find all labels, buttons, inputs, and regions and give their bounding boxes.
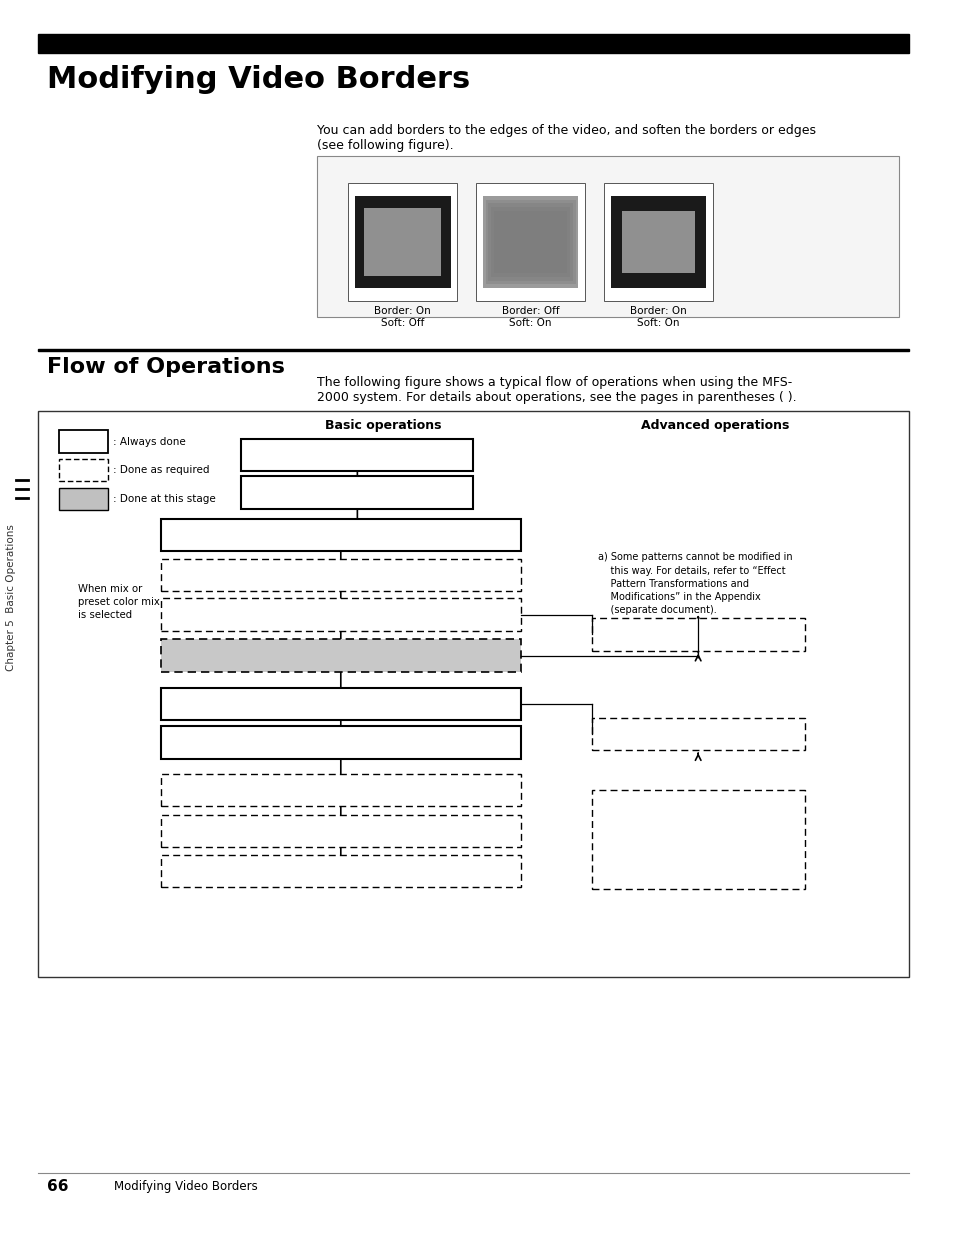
Bar: [491, 208, 569, 277]
Bar: [610, 197, 705, 289]
Text: You can add borders to the edges of the video, and soften the borders or edges
(: You can add borders to the edges of the …: [316, 124, 815, 153]
Bar: [161, 855, 520, 887]
Bar: [316, 156, 899, 317]
Text: : Done at this stage: : Done at this stage: [112, 494, 215, 504]
Text: Change the position and size of the effect pattern (page 63) ᵃ): Change the position and size of the effe…: [170, 610, 486, 620]
Bar: [621, 210, 694, 274]
Text: Color correction (page 111)
Frame memory (page 119)
Snapshots (page 124)
Macros : Color correction (page 111) Frame memory…: [599, 800, 739, 880]
Bar: [482, 197, 578, 289]
Bar: [494, 210, 566, 274]
Text: a) Some patterns cannot be modified in
    this way. For details, refer to “Effe: a) Some patterns cannot be modified in t…: [598, 552, 792, 615]
Bar: [161, 815, 520, 847]
Bar: [59, 488, 108, 510]
Text: Fade out to black (page 93): Fade out to black (page 93): [170, 866, 313, 876]
Bar: [355, 197, 450, 289]
Bar: [603, 183, 712, 301]
Bar: [161, 559, 520, 591]
Bar: [38, 348, 908, 351]
Bar: [482, 197, 578, 289]
Bar: [161, 639, 520, 672]
Text: Border: Off
Soft: On: Border: Off Soft: On: [501, 306, 558, 327]
Bar: [59, 430, 108, 453]
Text: When mix or
preset color mix
is selected: When mix or preset color mix is selected: [77, 583, 159, 621]
Bar: [591, 718, 803, 750]
Bar: [355, 197, 450, 289]
Text: Modify the video border (page 66) ᵃ): Modify the video border (page 66) ᵃ): [170, 651, 358, 661]
Bar: [161, 519, 520, 551]
Bar: [161, 598, 520, 631]
Text: Select an effect (page 56): Select an effect (page 56): [170, 530, 305, 540]
Bar: [591, 790, 803, 889]
Bar: [591, 618, 803, 651]
Text: Modifying Video Borders: Modifying Video Borders: [48, 65, 470, 93]
Bar: [610, 197, 705, 289]
Bar: [488, 203, 572, 281]
Text: Border: On
Soft: Off: Border: On Soft: Off: [374, 306, 431, 327]
Bar: [485, 200, 575, 285]
Text: Prepare the transition (page 69): Prepare the transition (page 69): [170, 699, 336, 709]
Text: Advanced operations: Advanced operations: [639, 419, 788, 432]
Text: Modifying Video Borders: Modifying Video Borders: [113, 1181, 257, 1193]
Text: Execute the transition (page 73): Execute the transition (page 73): [170, 738, 338, 748]
Bar: [161, 774, 520, 806]
Bar: [161, 726, 520, 759]
Text: Chapter 5  Basic Operations: Chapter 5 Basic Operations: [7, 524, 16, 671]
Text: Select the operating channels (page 61): Select the operating channels (page 61): [170, 570, 379, 580]
Bar: [161, 688, 520, 720]
Bar: [59, 459, 108, 481]
Text: Advanced key operations (page 104): Advanced key operations (page 104): [599, 729, 786, 739]
Text: Use internally generated signals (page 88): Use internally generated signals (page 8…: [170, 826, 392, 836]
Bar: [241, 439, 473, 471]
Text: Select the transition type (page 53): Select the transition type (page 53): [250, 488, 436, 498]
Text: : Done as required: : Done as required: [112, 465, 209, 475]
Bar: [482, 197, 578, 289]
Text: : Always done: : Always done: [112, 437, 185, 447]
Text: Select video (page 49): Select video (page 49): [250, 450, 367, 460]
Text: Compose video by keying (page 76): Compose video by keying (page 76): [170, 785, 357, 795]
Bar: [38, 411, 908, 977]
Text: 66: 66: [48, 1179, 69, 1194]
Text: Advanced effect operations (page 95) ᵃ): Advanced effect operations (page 95) ᵃ): [599, 629, 802, 639]
Text: Flow of Operations: Flow of Operations: [48, 357, 285, 377]
Bar: [241, 476, 473, 509]
Bar: [348, 183, 456, 301]
Bar: [476, 183, 584, 301]
Bar: [38, 34, 908, 53]
Text: The following figure shows a typical flow of operations when using the MFS-
2000: The following figure shows a typical flo…: [316, 376, 796, 404]
Bar: [364, 208, 440, 276]
Text: Basic operations: Basic operations: [325, 419, 441, 432]
Text: Border: On
Soft: On: Border: On Soft: On: [629, 306, 686, 327]
